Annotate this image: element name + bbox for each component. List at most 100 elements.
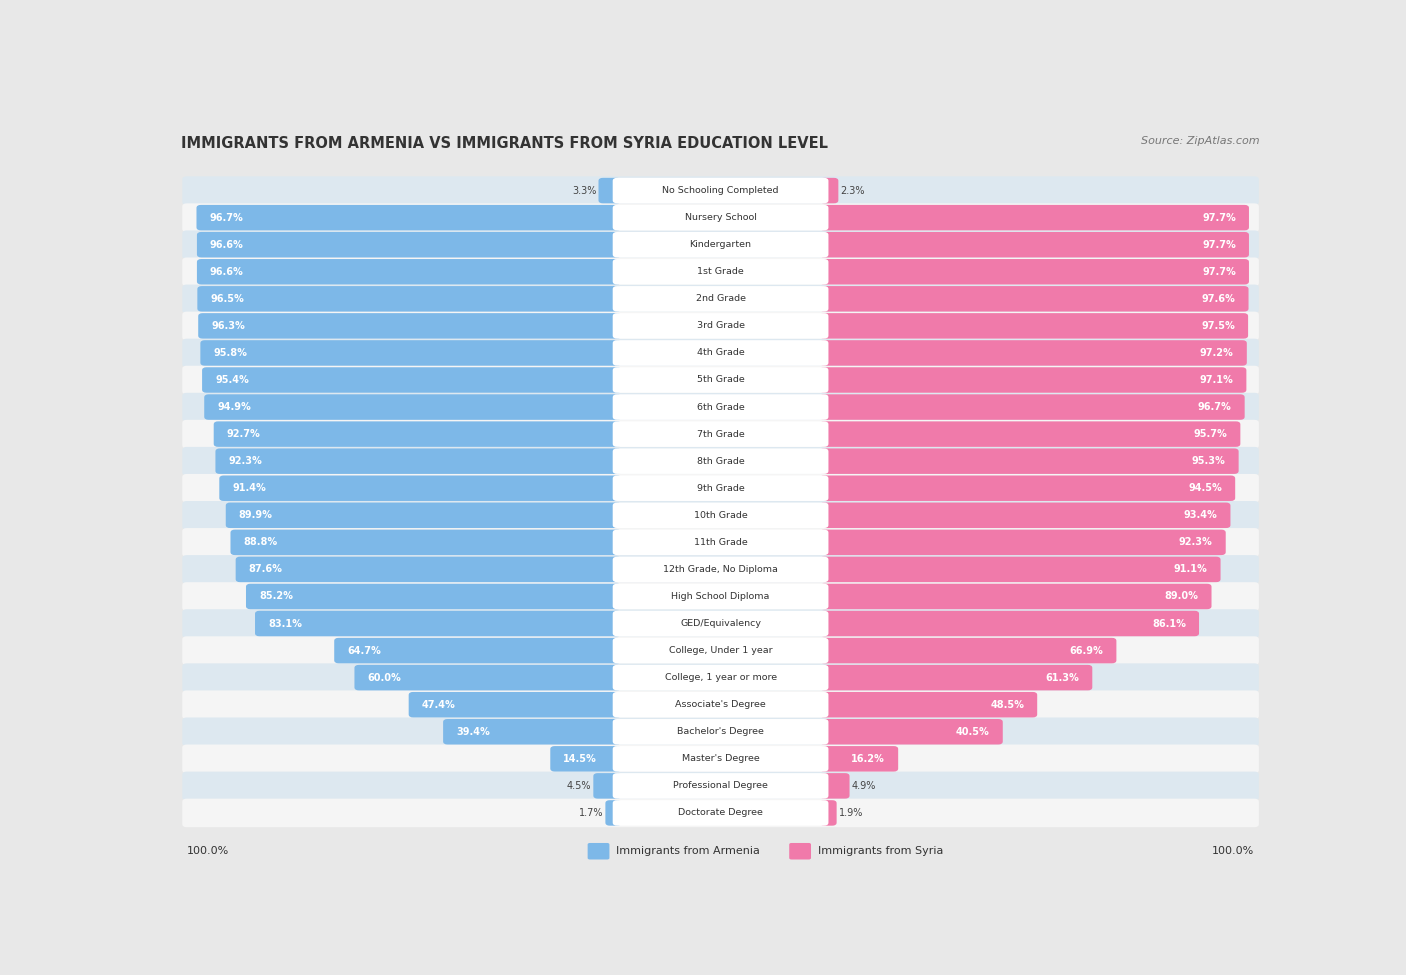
FancyBboxPatch shape xyxy=(613,502,828,528)
Text: 96.7%: 96.7% xyxy=(1198,402,1232,412)
Text: IMMIGRANTS FROM ARMENIA VS IMMIGRANTS FROM SYRIA EDUCATION LEVEL: IMMIGRANTS FROM ARMENIA VS IMMIGRANTS FR… xyxy=(181,136,828,151)
FancyBboxPatch shape xyxy=(183,637,1258,665)
Text: 40.5%: 40.5% xyxy=(956,726,990,737)
FancyBboxPatch shape xyxy=(613,177,828,204)
Text: 95.8%: 95.8% xyxy=(214,348,247,358)
FancyBboxPatch shape xyxy=(204,394,621,420)
Text: 12th Grade, No Diploma: 12th Grade, No Diploma xyxy=(664,565,778,574)
Text: 2.3%: 2.3% xyxy=(841,185,865,196)
Text: 91.4%: 91.4% xyxy=(232,484,266,493)
FancyBboxPatch shape xyxy=(443,719,621,745)
FancyBboxPatch shape xyxy=(214,421,621,447)
FancyBboxPatch shape xyxy=(593,773,621,799)
FancyBboxPatch shape xyxy=(183,718,1258,746)
FancyBboxPatch shape xyxy=(820,529,1226,555)
FancyBboxPatch shape xyxy=(183,771,1258,800)
Text: 7th Grade: 7th Grade xyxy=(697,430,744,439)
FancyBboxPatch shape xyxy=(409,692,621,718)
FancyBboxPatch shape xyxy=(820,502,1230,528)
Text: 93.4%: 93.4% xyxy=(1184,510,1218,521)
FancyBboxPatch shape xyxy=(215,448,621,474)
Text: 8th Grade: 8th Grade xyxy=(697,456,744,466)
FancyBboxPatch shape xyxy=(183,257,1258,286)
FancyBboxPatch shape xyxy=(820,340,1247,366)
Text: No Schooling Completed: No Schooling Completed xyxy=(662,186,779,195)
Text: High School Diploma: High School Diploma xyxy=(672,592,769,601)
Text: Immigrants from Armenia: Immigrants from Armenia xyxy=(616,846,759,856)
Text: 97.7%: 97.7% xyxy=(1202,213,1236,222)
Text: 61.3%: 61.3% xyxy=(1046,673,1080,682)
FancyBboxPatch shape xyxy=(613,529,828,555)
FancyBboxPatch shape xyxy=(226,502,621,528)
FancyBboxPatch shape xyxy=(183,204,1258,232)
Text: 5th Grade: 5th Grade xyxy=(697,375,744,384)
FancyBboxPatch shape xyxy=(613,448,828,474)
Text: Source: ZipAtlas.com: Source: ZipAtlas.com xyxy=(1142,136,1260,146)
FancyBboxPatch shape xyxy=(354,665,621,690)
FancyBboxPatch shape xyxy=(183,230,1258,259)
FancyBboxPatch shape xyxy=(820,177,838,204)
Text: 1.7%: 1.7% xyxy=(579,808,603,818)
Text: 89.0%: 89.0% xyxy=(1164,592,1198,602)
Text: 4th Grade: 4th Grade xyxy=(697,348,744,358)
Text: 91.1%: 91.1% xyxy=(1174,565,1208,574)
Text: 95.3%: 95.3% xyxy=(1192,456,1226,466)
Text: 97.7%: 97.7% xyxy=(1202,267,1236,277)
FancyBboxPatch shape xyxy=(820,665,1092,690)
FancyBboxPatch shape xyxy=(820,232,1249,257)
FancyBboxPatch shape xyxy=(606,800,621,826)
FancyBboxPatch shape xyxy=(613,692,828,718)
FancyBboxPatch shape xyxy=(613,259,828,285)
Text: 100.0%: 100.0% xyxy=(187,846,229,856)
FancyBboxPatch shape xyxy=(183,285,1258,313)
Text: Doctorate Degree: Doctorate Degree xyxy=(678,808,763,817)
FancyBboxPatch shape xyxy=(820,448,1239,474)
FancyBboxPatch shape xyxy=(201,340,621,366)
Text: 97.6%: 97.6% xyxy=(1202,293,1236,304)
FancyBboxPatch shape xyxy=(613,719,828,745)
FancyBboxPatch shape xyxy=(219,476,621,501)
FancyBboxPatch shape xyxy=(246,584,621,609)
Text: 64.7%: 64.7% xyxy=(347,645,381,655)
Text: 89.9%: 89.9% xyxy=(239,510,273,521)
FancyBboxPatch shape xyxy=(183,447,1258,476)
Text: 94.5%: 94.5% xyxy=(1188,484,1222,493)
FancyBboxPatch shape xyxy=(820,368,1246,393)
Text: 39.4%: 39.4% xyxy=(456,726,489,737)
FancyBboxPatch shape xyxy=(183,366,1258,394)
Text: 4.5%: 4.5% xyxy=(567,781,591,791)
FancyBboxPatch shape xyxy=(820,205,1249,230)
Text: 86.1%: 86.1% xyxy=(1152,618,1185,629)
FancyBboxPatch shape xyxy=(183,176,1258,205)
Text: 9th Grade: 9th Grade xyxy=(697,484,744,492)
Text: 47.4%: 47.4% xyxy=(422,700,456,710)
Text: 96.5%: 96.5% xyxy=(211,293,245,304)
Text: 3rd Grade: 3rd Grade xyxy=(696,322,745,331)
Text: Associate's Degree: Associate's Degree xyxy=(675,700,766,709)
Text: 1st Grade: 1st Grade xyxy=(697,267,744,276)
FancyBboxPatch shape xyxy=(820,421,1240,447)
Text: 96.6%: 96.6% xyxy=(209,240,243,250)
FancyBboxPatch shape xyxy=(183,420,1258,449)
FancyBboxPatch shape xyxy=(613,394,828,420)
Text: Kindergarten: Kindergarten xyxy=(689,240,752,250)
Text: 92.3%: 92.3% xyxy=(229,456,263,466)
FancyBboxPatch shape xyxy=(613,665,828,690)
Text: Immigrants from Syria: Immigrants from Syria xyxy=(817,846,943,856)
Text: 16.2%: 16.2% xyxy=(852,754,886,763)
Text: 92.7%: 92.7% xyxy=(226,429,260,439)
FancyBboxPatch shape xyxy=(820,692,1038,718)
Text: 97.2%: 97.2% xyxy=(1199,348,1233,358)
FancyBboxPatch shape xyxy=(613,638,828,663)
FancyBboxPatch shape xyxy=(613,368,828,393)
FancyBboxPatch shape xyxy=(183,312,1258,340)
FancyBboxPatch shape xyxy=(183,799,1258,827)
FancyBboxPatch shape xyxy=(820,584,1212,609)
FancyBboxPatch shape xyxy=(820,557,1220,582)
FancyBboxPatch shape xyxy=(820,746,898,771)
FancyBboxPatch shape xyxy=(820,476,1236,501)
Text: 83.1%: 83.1% xyxy=(269,618,302,629)
Text: 100.0%: 100.0% xyxy=(1212,846,1254,856)
FancyBboxPatch shape xyxy=(613,205,828,230)
Text: 60.0%: 60.0% xyxy=(367,673,401,682)
